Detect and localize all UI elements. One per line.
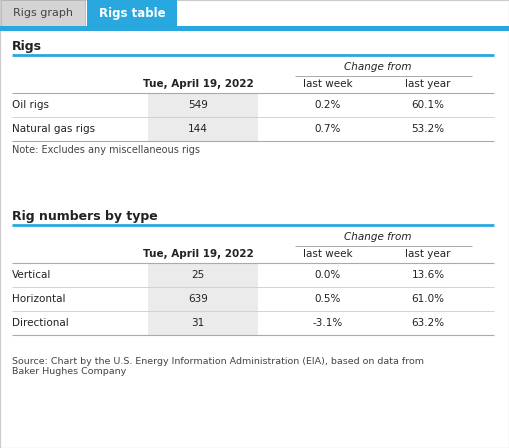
Text: 31: 31 [191, 318, 205, 328]
Text: Tue, April 19, 2022: Tue, April 19, 2022 [143, 79, 253, 89]
Text: Rigs table: Rigs table [99, 7, 165, 20]
Text: Change from: Change from [344, 62, 412, 72]
Text: last year: last year [405, 79, 451, 89]
Text: Change from: Change from [344, 232, 412, 242]
Text: 13.6%: 13.6% [411, 270, 444, 280]
Text: 53.2%: 53.2% [411, 124, 444, 134]
Text: Source: Chart by the U.S. Energy Information Administration (EIA), based on data: Source: Chart by the U.S. Energy Informa… [12, 357, 424, 376]
Text: Note: Excludes any miscellaneous rigs: Note: Excludes any miscellaneous rigs [12, 145, 200, 155]
Bar [1, 0, 85, 26]
Text: 61.0%: 61.0% [411, 294, 444, 304]
Text: 0.0%: 0.0% [315, 270, 341, 280]
Text: Vertical: Vertical [12, 270, 51, 280]
Text: Natural gas rigs: Natural gas rigs [12, 124, 95, 134]
Text: Rig numbers by type: Rig numbers by type [12, 210, 158, 223]
Text: 639: 639 [188, 294, 208, 304]
Text: last week: last week [303, 249, 353, 259]
Text: 63.2%: 63.2% [411, 318, 444, 328]
Text: 25: 25 [191, 270, 205, 280]
Text: Tue, April 19, 2022: Tue, April 19, 2022 [143, 249, 253, 259]
Bar [148, 117, 258, 141]
Text: Rigs: Rigs [12, 40, 42, 53]
Text: -3.1%: -3.1% [313, 318, 343, 328]
Text: Rigs graph: Rigs graph [13, 8, 73, 18]
Text: 60.1%: 60.1% [411, 100, 444, 110]
Text: last year: last year [405, 249, 451, 259]
Text: 144: 144 [188, 124, 208, 134]
Bar [148, 93, 258, 117]
Bar [148, 311, 258, 335]
Text: Oil rigs: Oil rigs [12, 100, 49, 110]
Bar [0, 26, 509, 31]
Text: last week: last week [303, 79, 353, 89]
Bar [148, 263, 258, 287]
Bar [148, 287, 258, 311]
Text: 0.5%: 0.5% [315, 294, 341, 304]
Text: 0.7%: 0.7% [315, 124, 341, 134]
Text: 549: 549 [188, 100, 208, 110]
Bar [87, 0, 177, 26]
Text: Directional: Directional [12, 318, 69, 328]
Text: 0.2%: 0.2% [315, 100, 341, 110]
Text: Horizontal: Horizontal [12, 294, 66, 304]
